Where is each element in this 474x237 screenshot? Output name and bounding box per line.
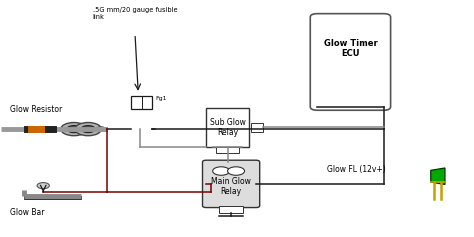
Text: .5G mm/20 gauge fusible
link: .5G mm/20 gauge fusible link: [93, 7, 177, 20]
Circle shape: [96, 127, 106, 132]
Bar: [219, 206, 243, 213]
Bar: [104, 127, 107, 132]
Bar: [131, 96, 153, 109]
Text: Main Glow
Relay: Main Glow Relay: [211, 177, 251, 196]
Circle shape: [75, 123, 101, 136]
Text: Glow Timer
ECU: Glow Timer ECU: [324, 39, 377, 58]
Circle shape: [67, 126, 81, 133]
Text: Glow Bar: Glow Bar: [10, 208, 45, 217]
Bar: [206, 108, 249, 147]
FancyBboxPatch shape: [202, 160, 260, 208]
Polygon shape: [431, 168, 445, 184]
Bar: [251, 123, 263, 132]
Bar: [24, 196, 81, 199]
Text: Fg1: Fg1: [155, 96, 167, 101]
Bar: [216, 147, 239, 153]
Text: Sub Glow
Relay: Sub Glow Relay: [210, 118, 246, 137]
Circle shape: [37, 182, 49, 189]
FancyBboxPatch shape: [310, 14, 391, 110]
Circle shape: [228, 167, 245, 175]
Text: Glow FL (12v+): Glow FL (12v+): [327, 165, 385, 174]
Text: Glow Resistor: Glow Resistor: [10, 105, 63, 114]
Circle shape: [213, 167, 230, 175]
Circle shape: [61, 123, 87, 136]
Circle shape: [81, 126, 95, 133]
